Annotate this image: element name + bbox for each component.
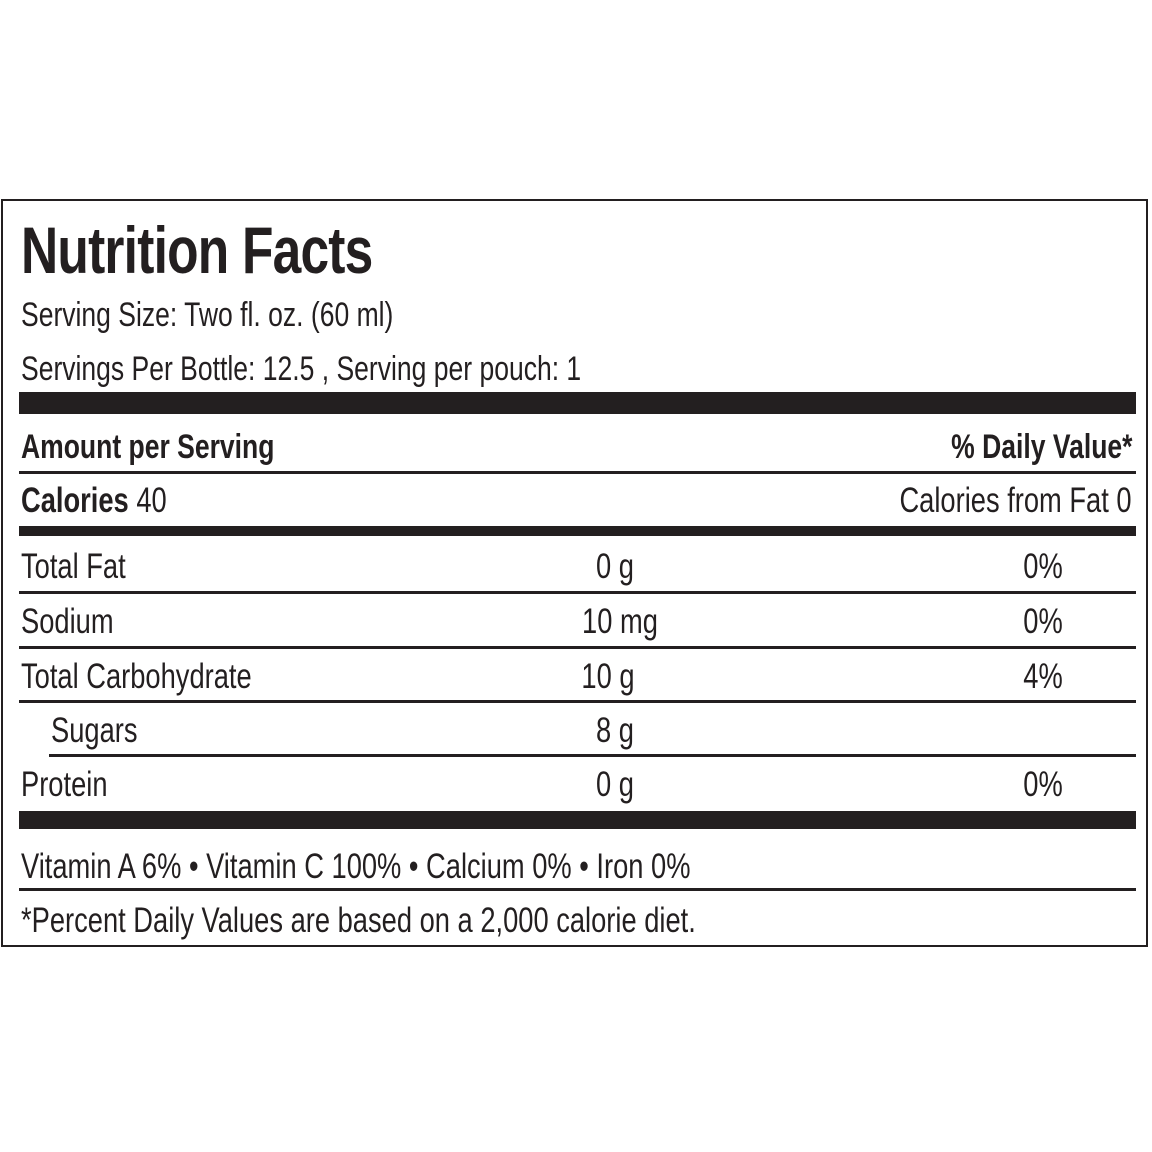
nutrient-name-total-fat: Total Fat bbox=[21, 547, 126, 586]
daily-value-header: % Daily Value* bbox=[950, 428, 1132, 466]
servings-per-container: Servings Per Bottle: 12.5 , Serving per … bbox=[21, 350, 582, 388]
thick-divider bbox=[19, 811, 1136, 829]
amount-per-serving-header: Amount per Serving bbox=[21, 428, 275, 466]
calories-from-fat: Calories from Fat 0 bbox=[899, 481, 1132, 520]
nutrient-amount-sodium: 10 mg bbox=[582, 602, 658, 641]
serving-size: Serving Size: Two fl. oz. (60 ml) bbox=[21, 296, 394, 334]
nutrient-amount-total-carbohydrate: 10 g bbox=[581, 657, 635, 696]
nutrient-amount-protein: 0 g bbox=[596, 765, 634, 804]
nutrient-dv-sodium: 0% bbox=[1023, 602, 1063, 641]
vitamins-line: Vitamin A 6% • Vitamin C 100% • Calcium … bbox=[21, 847, 691, 886]
calories-value: 40 bbox=[136, 481, 167, 520]
calories-row: Calories 40 bbox=[21, 483, 167, 518]
nutrient-amount-sugars: 8 g bbox=[596, 711, 634, 750]
row-divider bbox=[19, 646, 1136, 649]
nutrient-name-sugars: Sugars bbox=[51, 711, 138, 750]
nutrient-name-protein: Protein bbox=[21, 765, 108, 804]
row-divider bbox=[19, 591, 1136, 594]
nutrition-facts-label: Nutrition Facts Serving Size: Two fl. oz… bbox=[1, 199, 1148, 947]
nutrient-dv-total-fat: 0% bbox=[1023, 547, 1063, 586]
row-divider bbox=[49, 754, 1136, 757]
thin-divider bbox=[19, 471, 1136, 474]
calories-label: Calories bbox=[21, 481, 129, 520]
label-title: Nutrition Facts bbox=[21, 213, 373, 287]
nutrient-dv-protein: 0% bbox=[1023, 765, 1063, 804]
thin-divider bbox=[19, 888, 1136, 891]
nutrient-name-sodium: Sodium bbox=[21, 602, 114, 641]
thick-divider bbox=[19, 392, 1136, 414]
row-divider bbox=[19, 700, 1136, 703]
footnote: *Percent Daily Values are based on a 2,0… bbox=[21, 901, 696, 940]
nutrient-dv-total-carbohydrate: 4% bbox=[1023, 657, 1063, 696]
nutrient-amount-total-fat: 0 g bbox=[596, 547, 634, 586]
nutrient-name-total-carbohydrate: Total Carbohydrate bbox=[21, 657, 252, 696]
medium-divider bbox=[19, 526, 1136, 536]
